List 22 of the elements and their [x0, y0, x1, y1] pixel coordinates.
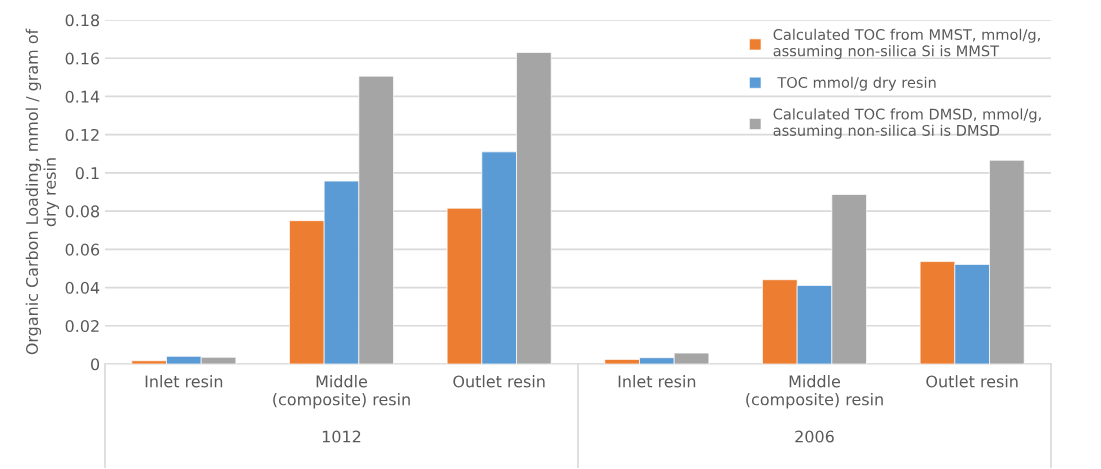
y-tick-label: 0.16: [65, 52, 100, 65]
x-tick-label: Middle (composite) resin: [746, 375, 883, 409]
y-tick-label: 0: [91, 358, 100, 371]
y-axis-title: Organic Carbon Loading, mmol / gram of dry resin: [25, 28, 60, 355]
x-tick-label: Middle (composite) resin: [273, 375, 410, 409]
x-tick-label: Inlet resin: [618, 375, 696, 388]
y-tick-label: 0.02: [65, 319, 99, 333]
y-tick-label: 0.12: [65, 128, 99, 141]
legend-label: Calculated TOC from MMST, mmol/g, assuming non-silica Si is MMST: [773, 28, 1040, 60]
legend-label: TOC mmol/g dry resin: [777, 76, 936, 91]
y-tick-label: 0.04: [65, 281, 100, 294]
legend-label: Calculated TOC from DMSD, mmol/g, assuming non-silica Si is DMSD: [773, 108, 1041, 139]
x-tick-label: Outlet resin: [453, 375, 545, 388]
text: 2006: [795, 430, 834, 443]
y-tick-label: 0.14: [65, 90, 100, 103]
y-tick-label: 0.08: [65, 205, 100, 218]
y-tick-label: 0.06: [65, 243, 100, 256]
y-tick-label: 0.1: [75, 167, 99, 180]
text: 1012: [322, 430, 361, 443]
x-tick-label: Outlet resin: [926, 375, 1018, 388]
x-tick-label: Inlet resin: [145, 375, 223, 388]
y-tick-label: 0.18: [65, 14, 100, 27]
